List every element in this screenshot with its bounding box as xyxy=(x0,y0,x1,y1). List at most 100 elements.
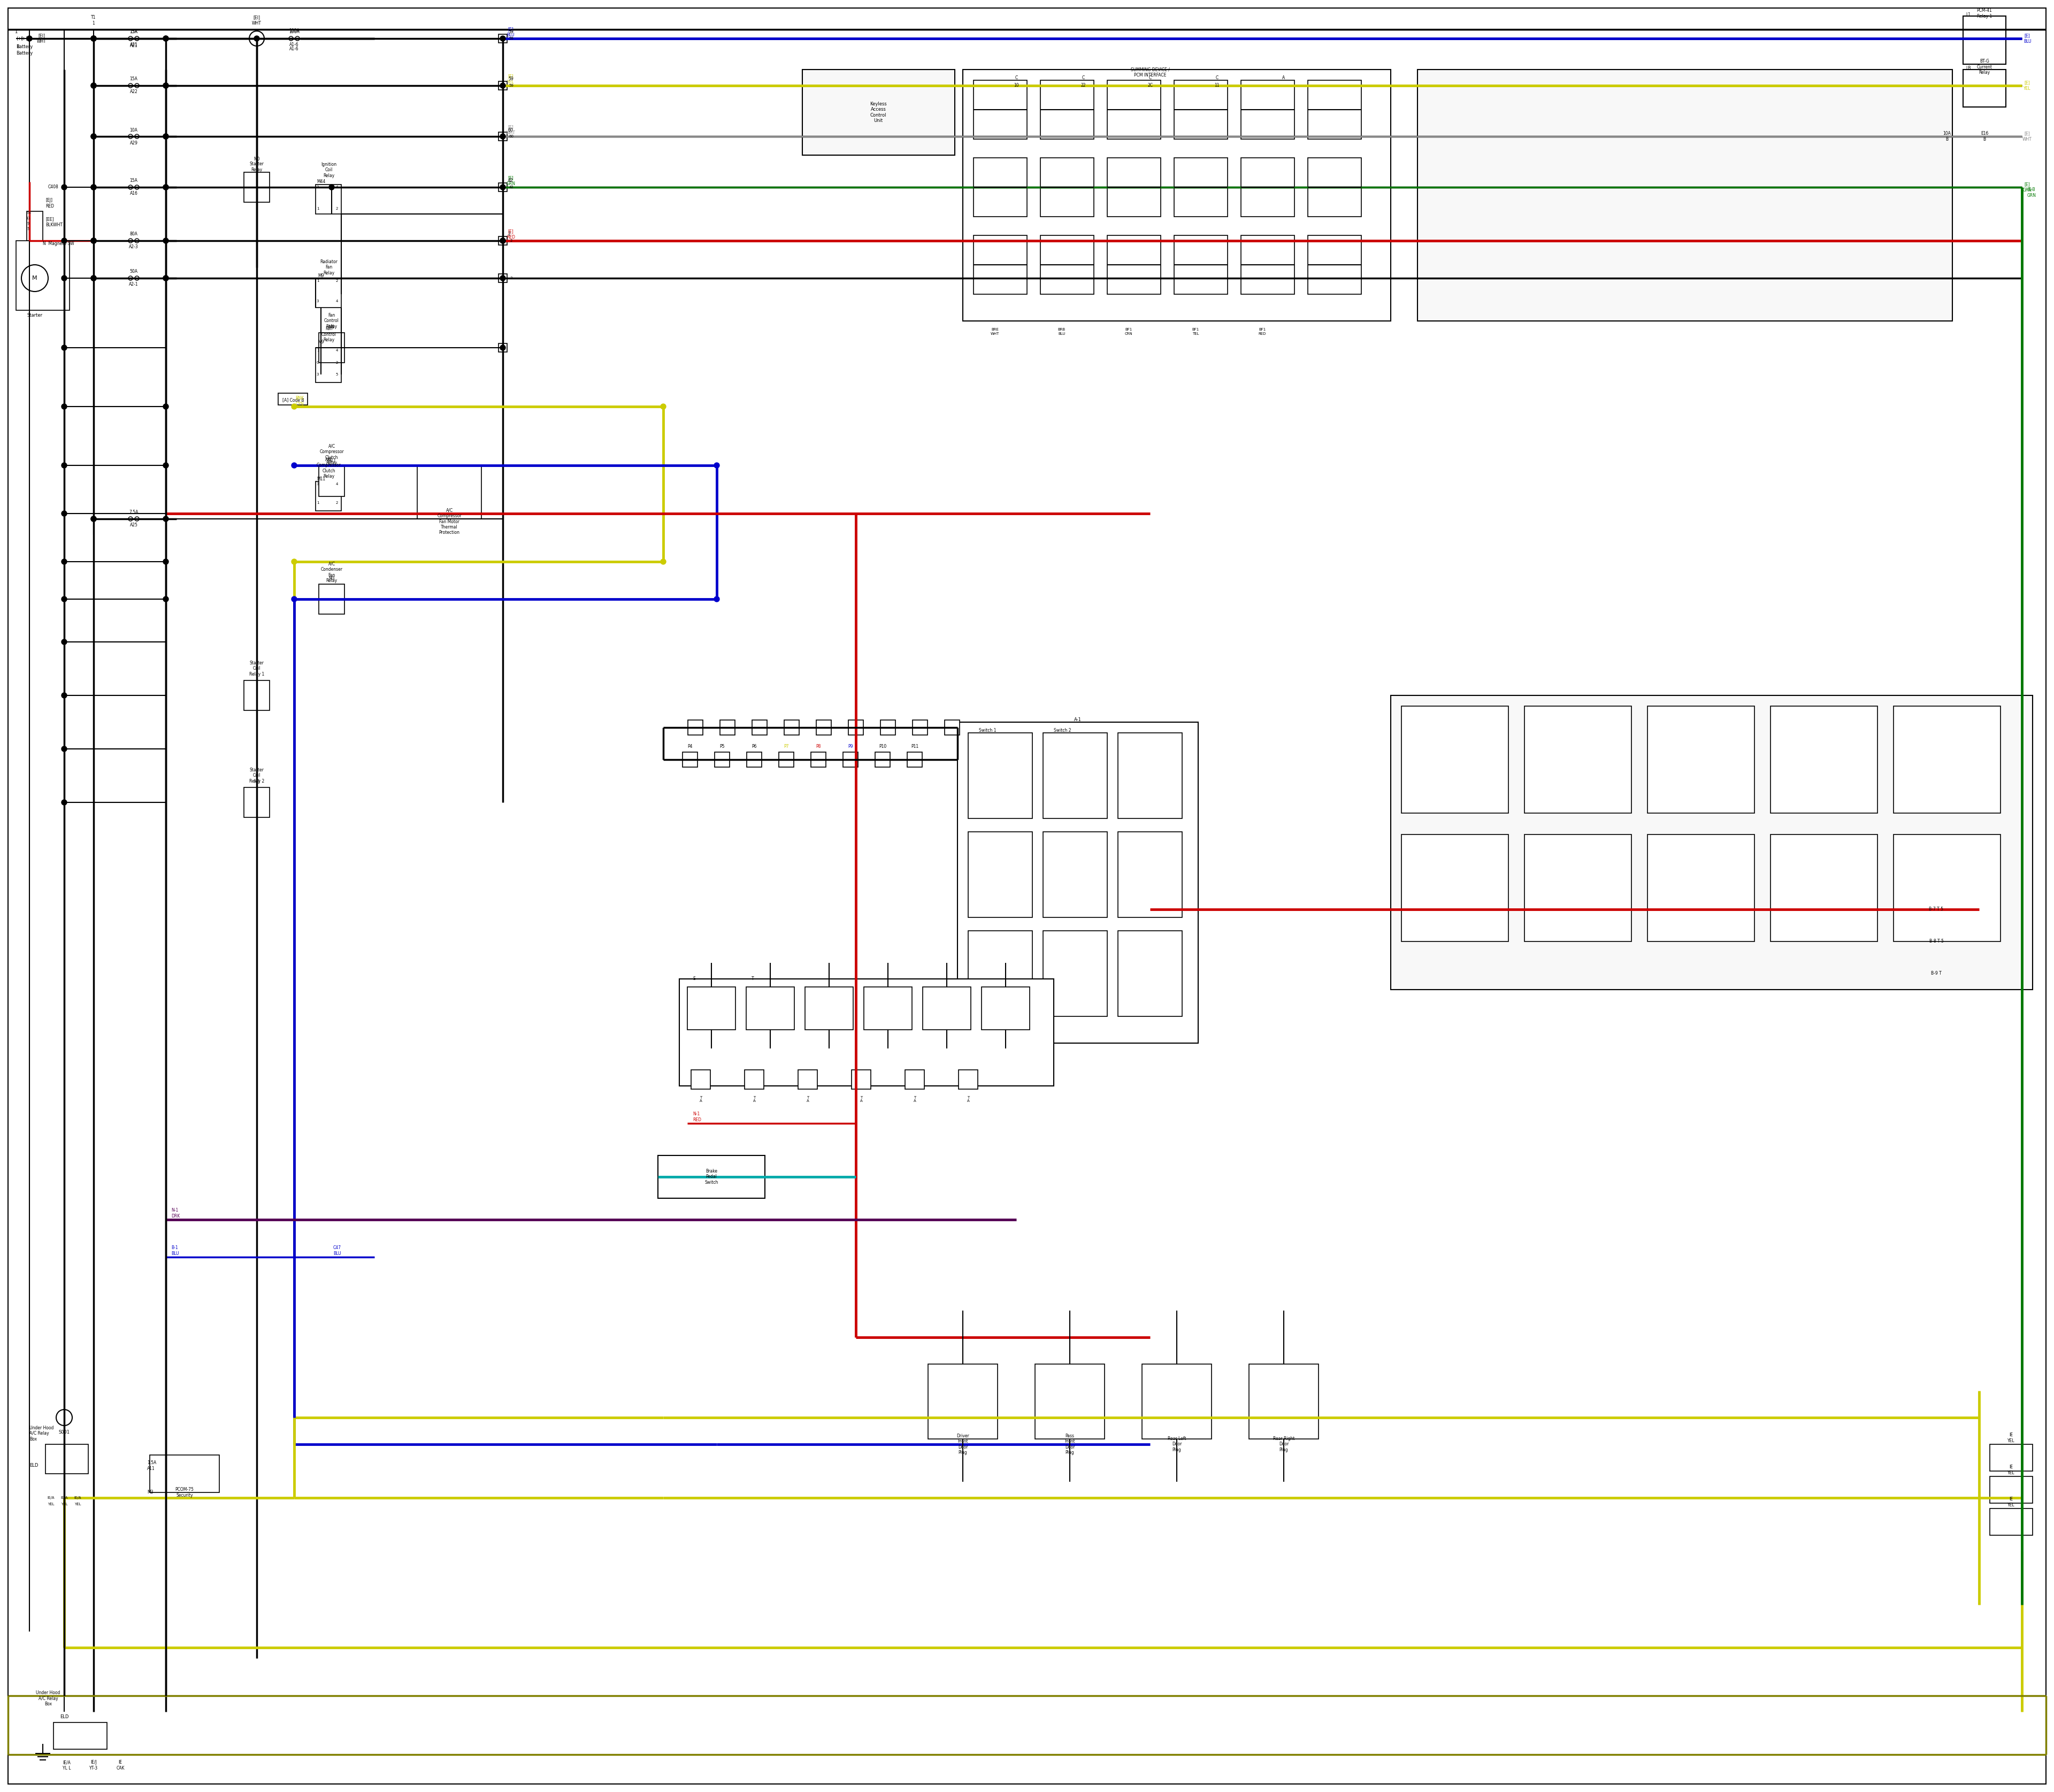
Text: M9: M9 xyxy=(329,324,335,330)
Text: Rear Right
Door
Plug: Rear Right Door Plug xyxy=(1273,1437,1294,1452)
Circle shape xyxy=(90,36,97,41)
Bar xyxy=(1107,235,1161,294)
Text: IE/A: IE/A xyxy=(60,1496,68,1500)
Bar xyxy=(815,720,832,735)
Bar xyxy=(974,235,1027,294)
Text: (+): (+) xyxy=(16,36,23,41)
Text: Starter
Coil
Relay 2: Starter Coil Relay 2 xyxy=(249,767,265,783)
Circle shape xyxy=(499,276,505,281)
Text: 5: 5 xyxy=(335,373,339,376)
Circle shape xyxy=(499,238,505,244)
Bar xyxy=(45,1444,88,1473)
Text: [EJ]
RED: [EJ] RED xyxy=(45,199,53,208)
Circle shape xyxy=(62,238,68,244)
Circle shape xyxy=(292,559,298,564)
Bar xyxy=(1107,81,1161,140)
Text: 42: 42 xyxy=(509,186,514,188)
Text: A21: A21 xyxy=(129,43,138,48)
Text: N  Magneto SW: N Magneto SW xyxy=(43,240,74,246)
Text: 3: 3 xyxy=(316,186,318,188)
Bar xyxy=(688,720,702,735)
Text: M3: M3 xyxy=(148,1489,154,1495)
Text: C: C xyxy=(1148,75,1152,81)
Text: 10: 10 xyxy=(1015,82,1019,88)
Bar xyxy=(1041,158,1095,217)
Bar xyxy=(1241,158,1294,217)
Bar xyxy=(1990,1444,2033,1471)
Text: Fan
Control
Relay: Fan Control Relay xyxy=(325,314,339,330)
Bar xyxy=(957,722,1197,1043)
Text: 10A: 10A xyxy=(129,127,138,133)
Bar xyxy=(1647,706,1754,814)
Text: P10: P10 xyxy=(879,744,887,749)
Circle shape xyxy=(90,238,97,244)
Text: 59: 59 xyxy=(507,30,514,34)
Circle shape xyxy=(90,36,97,41)
Bar xyxy=(721,720,735,735)
Text: Battery: Battery xyxy=(16,45,33,50)
Bar xyxy=(1524,706,1631,814)
Bar xyxy=(945,720,959,735)
Bar xyxy=(1249,1364,1319,1439)
Text: 2: 2 xyxy=(335,280,339,283)
Bar xyxy=(963,70,1391,321)
Text: 1: 1 xyxy=(316,502,318,504)
Text: M0: M0 xyxy=(255,158,259,161)
Text: BT-G
Current
Relay: BT-G Current Relay xyxy=(1976,59,1992,75)
Text: 3: 3 xyxy=(316,373,318,376)
Text: 4: 4 xyxy=(335,349,339,351)
Bar xyxy=(967,831,1033,918)
Text: E16
B: E16 B xyxy=(1980,131,1988,142)
Circle shape xyxy=(162,238,168,244)
Text: 2: 2 xyxy=(335,502,339,504)
Circle shape xyxy=(162,134,168,140)
Bar xyxy=(499,133,507,142)
Text: M11: M11 xyxy=(316,477,325,482)
Bar xyxy=(1241,81,1294,140)
Text: L1: L1 xyxy=(1966,13,1970,18)
Bar xyxy=(244,172,269,202)
Text: S: S xyxy=(692,977,694,982)
Text: A2-3: A2-3 xyxy=(129,246,138,249)
Text: 59: 59 xyxy=(509,84,514,88)
Text: 15A: 15A xyxy=(129,30,138,34)
Bar xyxy=(928,1364,998,1439)
Bar xyxy=(1964,70,2007,108)
Bar xyxy=(1647,835,1754,941)
Text: 15A: 15A xyxy=(129,77,138,82)
Text: [E]
WHT: [E] WHT xyxy=(505,125,516,134)
Text: 22: 22 xyxy=(1080,82,1087,88)
Circle shape xyxy=(162,276,168,281)
Text: IE/A
YL L: IE/A YL L xyxy=(64,1760,72,1770)
Text: C47
BLU: C47 BLU xyxy=(333,1245,341,1256)
Text: [E]
GRN: [E] GRN xyxy=(505,176,516,186)
Text: 50A: 50A xyxy=(129,269,138,274)
Text: N-1
RED: N-1 RED xyxy=(692,1111,700,1122)
Text: B-8 T 5: B-8 T 5 xyxy=(1929,939,1943,944)
Text: 100A: 100A xyxy=(290,30,300,34)
Bar xyxy=(1990,1477,2033,1503)
Text: [E]
GRN: [E] GRN xyxy=(2023,183,2031,192)
Circle shape xyxy=(62,185,68,190)
Circle shape xyxy=(499,82,505,88)
Bar xyxy=(244,681,269,710)
Bar xyxy=(1308,81,1362,140)
Text: P5: P5 xyxy=(719,744,725,749)
Bar xyxy=(244,787,269,817)
Text: A/C
Compressor
Clutch
Relay: A/C Compressor Clutch Relay xyxy=(316,457,341,478)
Circle shape xyxy=(90,134,97,140)
Bar xyxy=(1894,835,2001,941)
Bar xyxy=(1107,158,1161,217)
Bar xyxy=(974,81,1027,140)
Text: P4: P4 xyxy=(688,744,692,749)
Text: 2: 2 xyxy=(507,231,511,237)
Text: P6: P6 xyxy=(752,744,756,749)
Bar xyxy=(657,1156,764,1199)
Text: 1: 1 xyxy=(16,45,18,50)
Bar xyxy=(922,987,972,1030)
Bar xyxy=(908,753,922,767)
Text: A16: A16 xyxy=(129,192,138,195)
Text: [E]
YEL: [E] YEL xyxy=(2023,81,2031,91)
Text: A22: A22 xyxy=(129,90,138,95)
Text: ELD: ELD xyxy=(60,1715,68,1720)
